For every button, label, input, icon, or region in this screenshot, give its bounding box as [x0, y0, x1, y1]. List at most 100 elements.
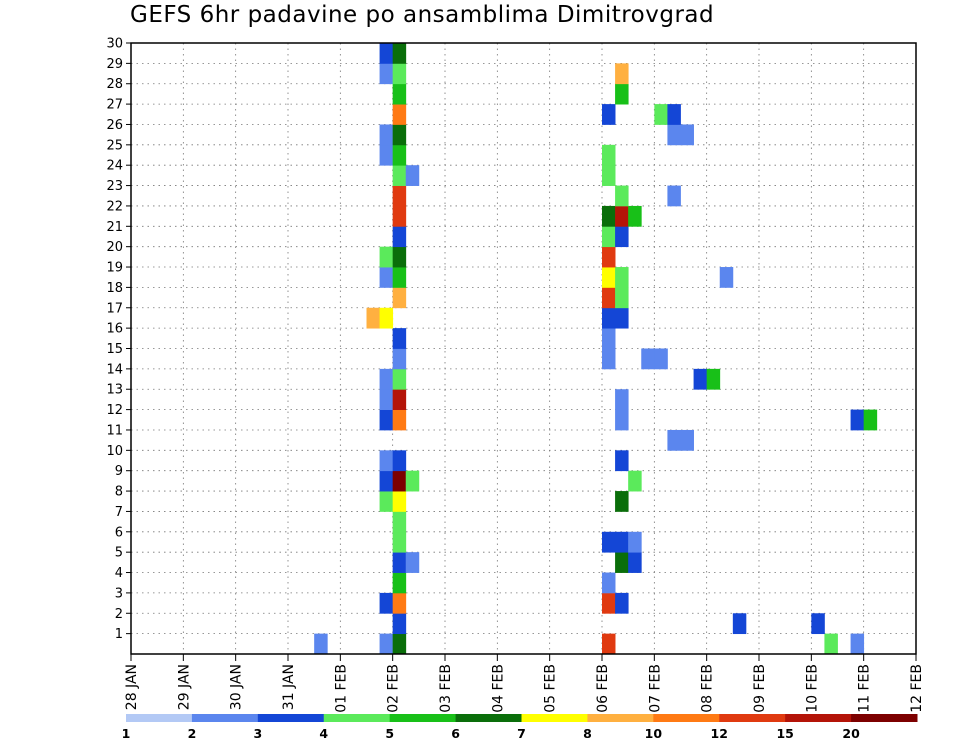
legend-swatch — [587, 714, 654, 722]
y-axis: 1234567891011121314151617181920212223242… — [106, 37, 131, 642]
legend-swatch — [851, 714, 918, 722]
precip-cell — [824, 633, 838, 655]
precip-cell — [392, 592, 407, 614]
legend-label: 6 — [451, 726, 460, 741]
chart-title: GEFS 6hr padavine po ansamblima Dimitrov… — [130, 2, 715, 28]
precip-cell — [628, 531, 642, 553]
y-tick-label: 26 — [106, 118, 123, 133]
precip-cell — [392, 205, 407, 227]
precip-cell — [602, 246, 616, 268]
x-tick-label: 03 FEB — [438, 664, 454, 713]
legend-label: 20 — [842, 726, 860, 741]
precip-cell — [405, 165, 420, 186]
y-tick-label: 6 — [115, 525, 123, 540]
y-tick-label: 8 — [115, 485, 123, 500]
precip-cell — [392, 531, 407, 553]
precip-cell — [811, 613, 825, 635]
y-tick-label: 2 — [115, 607, 123, 622]
precip-cell — [392, 409, 407, 431]
y-tick-label: 1 — [115, 627, 123, 642]
precip-cell — [379, 43, 394, 64]
precip-cell — [615, 592, 629, 614]
precip-cell — [615, 185, 629, 207]
precip-cell — [379, 633, 394, 655]
legend-swatch — [257, 714, 325, 722]
precip-cell — [392, 43, 407, 64]
precip-cell — [654, 104, 668, 125]
precip-cell — [392, 287, 407, 309]
x-tick-label: 10 FEB — [804, 664, 820, 713]
legend-swatch — [719, 714, 786, 722]
y-tick-label: 25 — [106, 138, 123, 153]
precip-cell — [706, 368, 721, 390]
precip-cell — [615, 63, 629, 85]
x-axis: 28 JAN 29 JAN 30 JAN 31 JAN 01 FEB 02 FEB 03 F… — [124, 654, 925, 713]
precip-cell — [379, 491, 394, 512]
precip-cell — [392, 226, 407, 248]
precip-cell — [680, 429, 694, 451]
precip-cell — [719, 267, 734, 288]
x-tick-label: 06 FEB — [595, 664, 611, 713]
precip-cell — [379, 389, 394, 410]
y-tick-label: 13 — [106, 383, 123, 398]
x-tick-label: 01 FEB — [333, 664, 349, 713]
legend-swatch — [323, 714, 391, 722]
precip-cell — [379, 409, 394, 431]
legend-label: 3 — [253, 726, 262, 741]
x-tick-label: 30 JAN — [229, 664, 245, 710]
legend-label: 1 — [122, 726, 131, 741]
x-tick-label: 08 FEB — [700, 664, 716, 713]
precip-cell — [615, 409, 629, 431]
precip-cell — [602, 104, 616, 125]
y-tick-label: 20 — [106, 240, 123, 255]
precip-cell — [602, 592, 616, 614]
legend-label: 8 — [583, 726, 592, 741]
precip-cell — [379, 124, 394, 146]
y-tick-label: 28 — [106, 77, 123, 92]
legend-swatch — [389, 714, 457, 722]
legend-swatch — [653, 714, 720, 722]
x-tick-label: 12 FEB — [909, 664, 925, 713]
y-tick-label: 30 — [106, 37, 123, 52]
y-tick-label: 18 — [106, 281, 123, 296]
precip-cell — [615, 287, 629, 309]
legend-label: 12 — [711, 726, 728, 741]
y-tick-label: 15 — [106, 342, 123, 357]
precip-cell — [667, 104, 681, 125]
legend-label: 5 — [385, 726, 394, 741]
y-tick-label: 5 — [115, 546, 123, 561]
legend-label: 7 — [517, 726, 526, 741]
y-tick-label: 17 — [106, 301, 123, 316]
precip-cell — [615, 389, 629, 410]
precip-cell — [392, 389, 407, 410]
precip-cell — [615, 491, 629, 512]
precip-cell — [850, 633, 865, 655]
y-tick-label: 21 — [106, 220, 123, 235]
precip-cell — [641, 348, 655, 370]
data-cells — [314, 43, 878, 655]
y-tick-label: 10 — [106, 444, 123, 459]
precip-cell — [667, 185, 681, 207]
precip-cell — [615, 531, 629, 553]
y-tick-label: 7 — [115, 505, 123, 520]
x-tick-label: 07 FEB — [647, 664, 663, 713]
precip-cell — [392, 470, 407, 492]
y-tick-label: 3 — [115, 586, 123, 601]
y-tick-label: 16 — [106, 322, 123, 337]
precip-cell — [602, 328, 616, 349]
precip-cell — [602, 165, 616, 186]
precip-cell — [392, 63, 407, 85]
x-tick-label: 28 JAN — [124, 664, 140, 710]
x-tick-label: 29 JAN — [176, 664, 192, 710]
legend-swatch — [521, 714, 588, 722]
precip-cell — [379, 368, 394, 390]
color-legend: 1 2 3 4 5 6 7 8 10 12 15 20 — [122, 714, 918, 741]
precip-cell — [615, 307, 629, 329]
precip-cell — [602, 572, 616, 594]
precip-cell — [654, 348, 668, 370]
precip-cell — [379, 450, 394, 472]
precip-cell — [680, 124, 694, 146]
precip-cell — [628, 470, 642, 492]
precip-cell — [667, 124, 681, 146]
precip-cell — [392, 165, 407, 186]
